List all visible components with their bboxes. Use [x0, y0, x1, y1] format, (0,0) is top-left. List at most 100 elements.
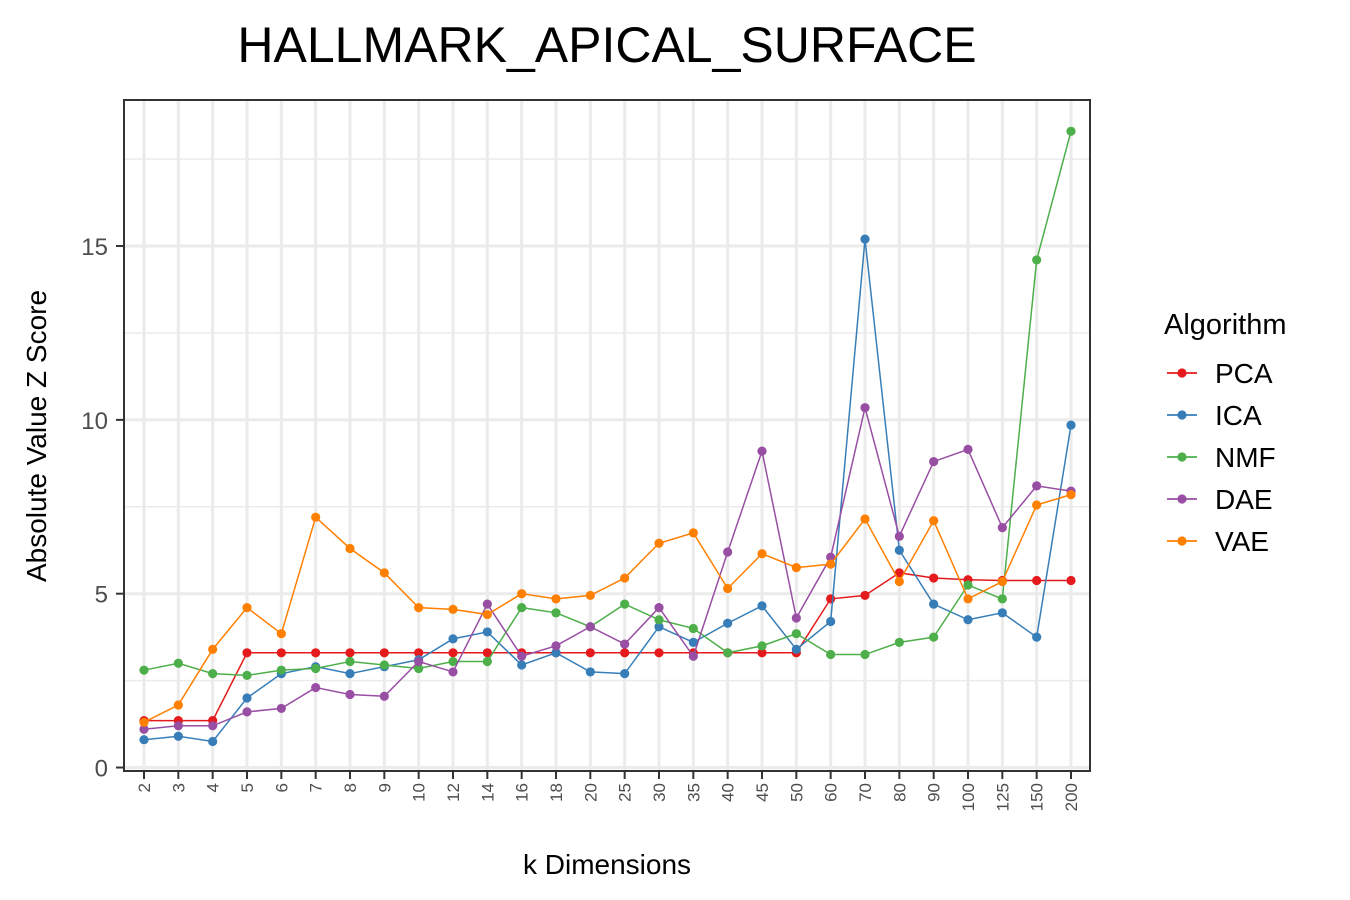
data-point-nmf [345, 656, 355, 667]
legend-label-pca: PCA [1215, 358, 1273, 389]
data-point-pca [414, 648, 424, 658]
data-point-pca [620, 648, 630, 658]
data-point-vae [585, 590, 595, 601]
data-point-dae [688, 651, 698, 661]
data-point-dae [620, 639, 630, 649]
data-point-vae [997, 576, 1007, 587]
x-tick-label: 14 [478, 783, 497, 802]
data-point-ica [997, 608, 1007, 618]
data-point-nmf [826, 649, 836, 660]
legend-marker-dae [1177, 494, 1187, 504]
data-point-ica [723, 618, 733, 628]
data-point-vae [311, 512, 321, 522]
data-point-ica [654, 622, 664, 632]
data-point-vae [894, 576, 904, 587]
data-point-dae [826, 552, 836, 562]
data-point-nmf [517, 602, 527, 613]
data-point-nmf [414, 663, 424, 674]
legend-marker-nmf [1177, 452, 1187, 462]
series-vae [139, 490, 1076, 727]
data-point-dae [276, 703, 286, 714]
data-point-vae [620, 573, 630, 583]
data-point-dae [997, 523, 1007, 533]
data-point-ica [242, 693, 252, 703]
x-tick-label: 2 [135, 783, 154, 792]
legend-marker-pca [1177, 368, 1187, 378]
legend: Algorithm PCA ICA NMF DAE VAE [1164, 309, 1287, 557]
data-point-ica [860, 234, 870, 244]
data-point-nmf [379, 660, 389, 670]
data-point-ica [826, 616, 836, 627]
x-tick-label: 30 [650, 783, 669, 802]
data-point-nmf [860, 649, 870, 660]
data-point-ica [791, 644, 801, 654]
data-point-dae [757, 446, 767, 456]
data-point-pca [379, 648, 389, 658]
data-point-dae [482, 599, 492, 609]
data-point-ica [482, 627, 492, 637]
data-point-dae [414, 656, 424, 667]
data-point-vae [208, 644, 218, 654]
plot-panel-border [123, 99, 1091, 772]
data-point-dae [860, 403, 870, 413]
data-point-pca [585, 648, 595, 658]
data-point-pca [1066, 575, 1076, 586]
data-point-ica [173, 731, 183, 741]
x-tick-label: 70 [856, 783, 875, 802]
data-point-pca [894, 568, 904, 578]
chart-title: HALLMARK_APICAL_SURFACE [237, 17, 976, 73]
data-point-nmf [791, 629, 801, 639]
data-point-dae [929, 456, 939, 467]
data-point-nmf [242, 670, 252, 680]
data-point-pca [1032, 575, 1042, 586]
data-point-vae [242, 602, 252, 613]
data-point-nmf [894, 637, 904, 647]
data-point-pca [654, 648, 664, 658]
series-nmf [139, 126, 1076, 680]
data-point-nmf [551, 608, 561, 618]
y-tick-label: 0 [95, 756, 108, 783]
data-point-ica [1032, 632, 1042, 642]
data-point-vae [414, 602, 424, 613]
x-tick-label: 18 [547, 783, 566, 802]
data-point-ica [929, 599, 939, 609]
x-tick-label: 12 [444, 783, 463, 802]
x-tick-label: 20 [581, 783, 600, 802]
data-point-ica [894, 545, 904, 555]
data-point-ica [551, 648, 561, 658]
legend-label-vae: VAE [1215, 526, 1269, 557]
data-point-nmf [1066, 126, 1076, 136]
data-point-vae [482, 609, 492, 620]
data-point-ica [620, 669, 630, 679]
data-point-dae [379, 691, 389, 701]
data-point-dae [551, 641, 561, 651]
data-point-nmf [620, 599, 630, 609]
x-tick-label: 10 [410, 783, 429, 802]
data-point-nmf [208, 669, 218, 679]
series-layer [139, 126, 1076, 747]
data-point-dae [208, 721, 218, 731]
data-point-dae [585, 622, 595, 632]
data-point-pca [311, 648, 321, 658]
data-point-ica [688, 637, 698, 647]
data-point-vae [1032, 500, 1042, 510]
data-point-vae [1066, 490, 1076, 500]
data-point-pca [860, 590, 870, 601]
data-point-vae [791, 563, 801, 573]
data-point-vae [654, 538, 664, 548]
data-point-nmf [654, 615, 664, 625]
data-point-vae [860, 514, 870, 524]
data-point-pca [345, 648, 355, 658]
data-point-pca [826, 594, 836, 604]
x-tick-label: 3 [169, 783, 188, 792]
legend-title: Algorithm [1164, 309, 1287, 341]
data-point-dae [723, 547, 733, 557]
data-point-nmf [448, 656, 458, 667]
data-point-nmf [311, 663, 321, 674]
data-point-vae [379, 568, 389, 578]
data-point-nmf [276, 665, 286, 675]
data-point-dae [654, 602, 664, 613]
